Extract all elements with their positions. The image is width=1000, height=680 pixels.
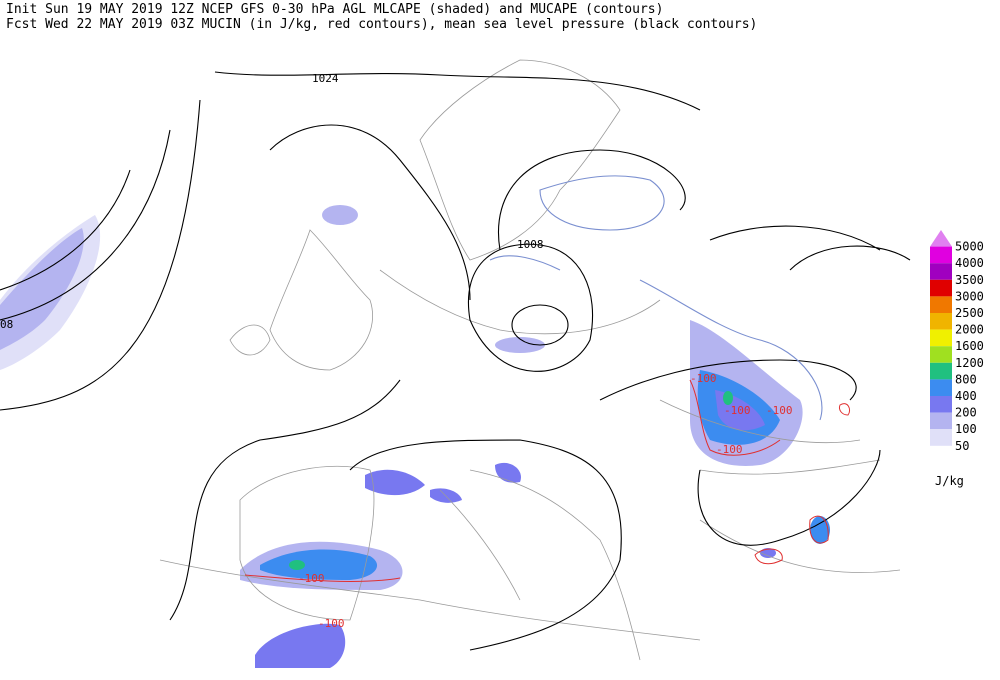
title-line: Init Sun 19 MAY 2019 12Z NCEP GFS 0-30 h… [6, 2, 663, 17]
isobar-label: 1008 [517, 238, 544, 251]
legend-label: 200 [955, 406, 977, 420]
legend-swatch [930, 329, 952, 347]
legend-label: 3000 [955, 289, 984, 303]
legend-swatch [930, 346, 952, 363]
cin-label: -100 [690, 372, 717, 385]
legend-label: 2000 [955, 323, 984, 337]
cape-shading [0, 205, 830, 668]
cin-label: -100 [318, 617, 345, 630]
legend-label: 100 [955, 422, 977, 436]
legend-label: 1600 [955, 339, 984, 353]
mucape-contours [489, 175, 823, 421]
cin-label: -100 [716, 443, 743, 456]
legend-label: 2500 [955, 306, 984, 320]
cin-label: -100 [766, 404, 793, 417]
legend-label: 4000 [955, 256, 984, 270]
legend-swatch [930, 396, 952, 413]
legend-swatch [930, 279, 952, 297]
title-line: Fcst Wed 22 MAY 2019 03Z MUCIN (in J/kg,… [6, 17, 757, 32]
cin-label: -100 [298, 572, 325, 585]
legend-swatch [930, 362, 952, 380]
legend-swatch [930, 429, 952, 446]
legend-swatch [930, 412, 952, 430]
legend-swatch [930, 379, 952, 396]
legend-swatch [930, 230, 952, 247]
legend-swatch [930, 296, 952, 313]
legend-label: 400 [955, 389, 977, 403]
legend: J/kg 5000 4000 3500 3000 2500 2000 1600 1200 800… [930, 230, 984, 488]
isobar-label: 1024 [312, 72, 339, 85]
legend-label: 50 [955, 439, 969, 453]
legend-label: 3500 [955, 273, 984, 287]
cin-label: -100 [724, 404, 751, 417]
legend-label: 1200 [955, 356, 984, 370]
legend-swatch [930, 313, 952, 330]
contour-labels: 1024 1008 08 -100 -100 -100 -100 -100 -1… [0, 72, 793, 630]
legend-swatch [930, 246, 952, 264]
legend-label: 5000 [955, 240, 984, 254]
isobars [0, 71, 911, 651]
mucin-contours [244, 379, 851, 582]
legend-unit: J/kg [935, 474, 964, 488]
legend-label: 800 [955, 372, 977, 386]
coastlines [159, 59, 901, 661]
isobar-label: 08 [0, 318, 13, 331]
legend-swatch [930, 263, 952, 280]
